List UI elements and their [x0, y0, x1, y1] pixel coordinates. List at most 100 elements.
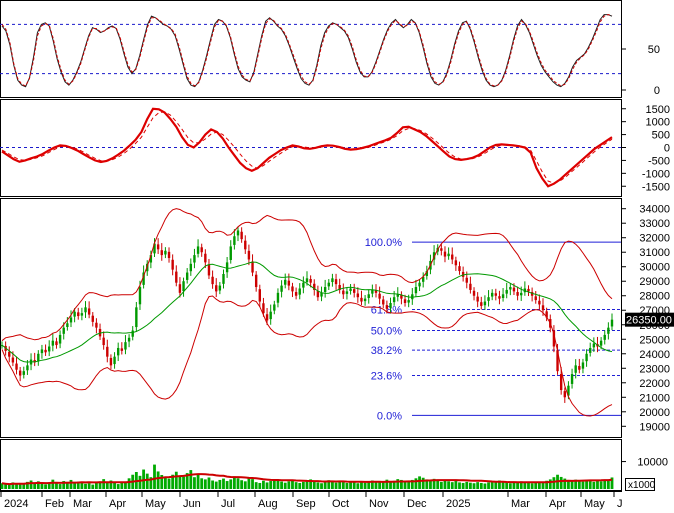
y-tick-label: 33000: [639, 218, 670, 230]
y-tick-label: 29000: [639, 276, 670, 288]
volume-bar: [15, 484, 18, 489]
volume-bar: [124, 481, 127, 489]
volume-bar: [596, 480, 599, 489]
x-tick-label: Oct: [332, 498, 349, 510]
volume-bar: [501, 481, 505, 489]
candle-body: [178, 284, 182, 293]
y-tick-label: 1500: [646, 104, 670, 116]
candle-body: [182, 281, 185, 292]
volume-bar: [222, 478, 225, 489]
candle-body: [356, 293, 360, 298]
candle-body: [164, 250, 167, 255]
candle-body: [236, 230, 240, 236]
volume-bar: [396, 479, 400, 489]
x-tick-label: Sep: [296, 498, 316, 510]
candle-body: [156, 244, 160, 250]
candle-body: [465, 277, 468, 283]
volume-bar: [403, 481, 407, 489]
volume-bar: [341, 482, 345, 489]
candle-body: [585, 353, 588, 362]
volume-bar: [40, 483, 44, 489]
x-tick-label: Apr: [549, 498, 566, 510]
candle-body: [291, 286, 294, 292]
volume-bar: [331, 481, 334, 489]
candle-body: [342, 290, 345, 295]
candle-body: [116, 347, 120, 356]
volume-bar: [392, 480, 396, 489]
candle-body: [334, 279, 338, 285]
candle-body: [472, 290, 476, 296]
candle-body: [447, 253, 450, 257]
candle-body: [69, 317, 73, 323]
candle-body: [574, 365, 577, 373]
y-tick-label: -500: [648, 155, 670, 167]
volume-bar: [145, 473, 149, 489]
candle-body: [382, 299, 385, 305]
y-tick-label: -1500: [642, 181, 670, 193]
volume-bar: [443, 480, 447, 489]
candle-body: [563, 391, 566, 398]
panel-frame: [0, 0, 622, 98]
candle-body: [331, 278, 334, 283]
candle-body: [480, 302, 483, 306]
y-tick-label: 19000: [639, 421, 670, 433]
volume-bar: [400, 479, 403, 489]
volume-bar: [585, 479, 588, 489]
x-tick-label: Mar: [511, 498, 530, 510]
volume-bar: [211, 480, 214, 489]
candle-body: [403, 299, 407, 303]
volume-bar: [193, 477, 196, 489]
volume-bar: [425, 479, 429, 489]
candle-body: [22, 371, 25, 375]
volume-bar: [120, 482, 124, 489]
candle-body: [414, 287, 418, 294]
volume-bar: [476, 482, 480, 489]
stoch-d-line: [1, 14, 613, 87]
candle-body: [135, 307, 138, 328]
volume-bar: [516, 482, 519, 489]
volume-bar: [505, 482, 509, 489]
moving-average: [1, 261, 613, 363]
volume-bar: [436, 480, 440, 489]
volume-bar: [418, 476, 421, 489]
y-tick-label: 0: [664, 143, 670, 155]
candle-body: [77, 312, 80, 317]
candle-body: [218, 285, 222, 291]
volume-bar: [298, 482, 302, 489]
volume-bar: [87, 483, 91, 489]
candle-body: [392, 297, 396, 303]
fib-label: 50.0%: [371, 326, 402, 338]
volume-bar: [381, 481, 385, 489]
fib-label: 100.0%: [365, 237, 403, 249]
volume-bar: [574, 479, 578, 489]
candle-body: [592, 343, 596, 348]
candle-body: [62, 327, 65, 334]
volume-bar: [559, 476, 563, 489]
fib-label: 23.6%: [371, 371, 402, 383]
candle-body: [26, 365, 29, 371]
x-tick-label: Mar: [73, 498, 92, 510]
candle-body: [443, 251, 447, 257]
candle-body: [363, 298, 367, 302]
volume-bar: [305, 480, 309, 489]
candle-body: [313, 283, 316, 290]
candle-body: [40, 349, 44, 354]
candle-body: [95, 322, 98, 328]
last-price-label: 26350.00: [626, 315, 672, 327]
volume-bar: [291, 479, 294, 489]
volume-bar: [468, 482, 472, 489]
candle-body: [432, 252, 436, 260]
candle-body: [567, 385, 570, 396]
candle-body: [469, 283, 472, 290]
candle-body: [534, 296, 537, 301]
candle-body: [516, 292, 519, 296]
volume-bar: [18, 482, 22, 489]
volume-bar: [385, 479, 389, 489]
candle-body: [222, 273, 225, 284]
candle-body: [153, 243, 156, 254]
candle-body: [552, 330, 556, 347]
candle-body: [229, 246, 232, 260]
candle-body: [454, 260, 458, 266]
candle-body: [247, 250, 251, 260]
